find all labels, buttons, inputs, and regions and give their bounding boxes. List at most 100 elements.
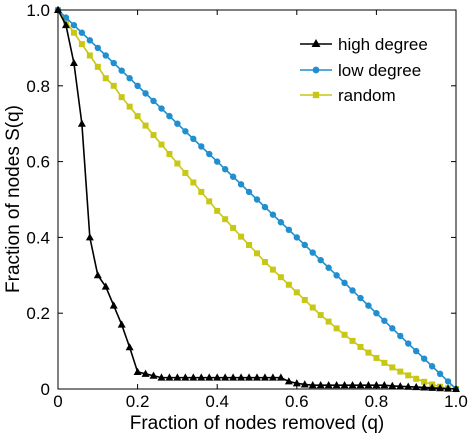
data-point-random	[182, 169, 189, 176]
data-point-low-degree	[102, 52, 109, 59]
data-point-high-degree	[189, 373, 198, 381]
data-point-high-degree	[85, 233, 94, 241]
data-point-random	[397, 368, 404, 375]
data-point-low-degree	[166, 112, 173, 120]
data-point-high-degree	[412, 382, 421, 391]
data-point-random	[150, 132, 157, 139]
data-point-low-degree	[301, 241, 308, 249]
data-point-low-degree	[341, 279, 348, 287]
data-point-low-degree	[277, 219, 285, 226]
data-point-random	[381, 359, 388, 366]
data-point-high-degree	[324, 381, 333, 389]
data-point-low-degree	[261, 203, 269, 211]
data-point-low-degree	[373, 310, 380, 317]
data-point-high-degree	[61, 20, 70, 29]
data-point-high-degree	[117, 320, 126, 328]
data-point-low-degree	[190, 135, 197, 143]
data-point-random	[285, 281, 292, 288]
data-point-random	[70, 29, 77, 36]
data-point-random	[269, 266, 276, 273]
data-point-random	[254, 250, 260, 257]
data-point-random	[389, 364, 396, 371]
data-point-high-degree	[197, 373, 206, 381]
data-point-low-degree	[150, 97, 157, 105]
data-point-random	[206, 198, 213, 205]
data-point-random	[293, 289, 300, 296]
data-point-low-degree	[420, 355, 428, 362]
data-point-high-degree	[133, 367, 142, 375]
data-point-low-degree	[86, 37, 94, 44]
data-point-random	[110, 82, 117, 89]
data-point-random	[222, 216, 229, 223]
data-point-random	[214, 207, 221, 214]
data-point-random	[166, 151, 173, 158]
data-point-random	[349, 337, 356, 344]
data-point-random	[373, 354, 380, 361]
data-point-low-degree	[436, 370, 444, 378]
x-tick-label: 0	[53, 392, 62, 411]
plot-frame	[57, 9, 457, 390]
legend-marker-square	[312, 91, 320, 99]
data-point-low-degree	[94, 44, 102, 52]
legend-item-high-degree: high degree	[300, 35, 428, 54]
data-point-low-degree	[221, 165, 229, 173]
data-point-low-degree	[428, 363, 436, 370]
data-point-high-degree	[149, 371, 158, 379]
data-point-random	[413, 375, 420, 382]
data-point-low-degree	[413, 347, 420, 355]
y-tick-label: 0.2	[26, 304, 50, 323]
data-point-low-degree	[397, 332, 404, 340]
data-point-low-degree	[110, 59, 117, 67]
data-point-random	[341, 331, 348, 338]
data-point-low-degree	[317, 256, 324, 264]
y-axis-label: Fraction of nodes S(q)	[3, 105, 24, 293]
data-point-low-degree	[245, 188, 253, 196]
data-point-high-degree	[260, 373, 269, 381]
data-point-random	[230, 224, 237, 231]
data-point-random	[94, 63, 101, 70]
data-point-high-degree	[173, 373, 182, 381]
data-point-high-degree	[253, 373, 261, 381]
data-point-high-degree	[101, 282, 110, 290]
data-point-high-degree	[237, 373, 246, 381]
data-point-random	[158, 141, 165, 148]
data-point-high-degree	[245, 373, 254, 381]
data-point-low-degree	[214, 158, 221, 165]
axis-ticks: 0 0.2 0.4 0.6 0.8 1.0 0 0.2 0.4 0.6 0.8 1.0	[26, 1, 467, 411]
data-point-low-degree	[198, 143, 205, 150]
data-point-random	[309, 304, 316, 311]
data-point-high-degree	[221, 373, 230, 381]
data-point-low-degree	[142, 90, 149, 97]
legend-item-low-degree: low degree	[300, 61, 421, 80]
data-point-random	[142, 122, 149, 129]
data-point-random	[261, 259, 268, 266]
data-point-random	[174, 160, 181, 167]
data-point-high-degree	[93, 271, 102, 279]
legend-item-random: random	[300, 86, 396, 105]
data-point-random	[301, 296, 308, 303]
data-point-random	[357, 343, 364, 350]
data-point-high-degree	[332, 381, 341, 389]
data-point-high-degree	[205, 373, 214, 381]
y-tick-label: 0.4	[26, 228, 50, 247]
y-tick-label: 0.8	[26, 77, 50, 96]
data-point-low-degree	[389, 325, 396, 332]
data-point-random	[277, 274, 284, 281]
data-point-low-degree	[381, 317, 388, 324]
legend-label-random: random	[338, 86, 396, 105]
data-point-high-degree	[404, 382, 413, 390]
data-point-random	[238, 233, 245, 240]
series-low-degree	[54, 6, 460, 393]
data-point-low-degree	[333, 272, 340, 279]
data-point-random	[333, 325, 340, 332]
data-point-random	[190, 179, 197, 186]
data-point-random	[134, 113, 141, 120]
data-point-random	[118, 94, 125, 101]
legend-label-low-degree: low degree	[338, 61, 421, 80]
data-point-high-degree	[165, 373, 174, 381]
x-tick-label: 1.0	[444, 392, 468, 411]
data-point-random	[102, 75, 109, 82]
data-point-low-degree	[444, 378, 452, 385]
data-point-low-degree	[365, 302, 372, 309]
